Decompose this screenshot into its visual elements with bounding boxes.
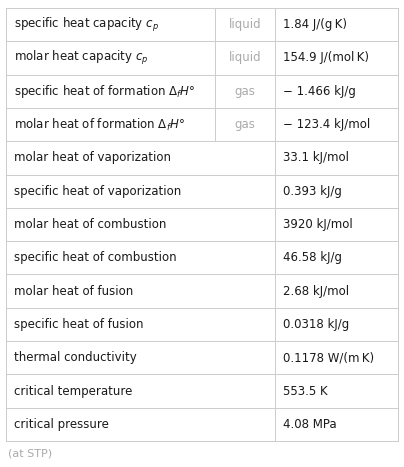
Text: 0.1178 W/(m K): 0.1178 W/(m K) [283, 351, 374, 364]
Text: 2.68 kJ/mol: 2.68 kJ/mol [283, 284, 349, 297]
Text: liquid: liquid [229, 51, 261, 64]
Text: molar heat capacity $c_p$: molar heat capacity $c_p$ [14, 49, 149, 67]
Text: critical pressure: critical pressure [14, 418, 109, 431]
Text: 0.0318 kJ/g: 0.0318 kJ/g [283, 318, 349, 331]
Text: molar heat of combustion: molar heat of combustion [14, 218, 166, 231]
Text: 4.08 MPa: 4.08 MPa [283, 418, 337, 431]
Text: 3920 kJ/mol: 3920 kJ/mol [283, 218, 353, 231]
Text: critical temperature: critical temperature [14, 384, 133, 397]
Text: gas: gas [235, 118, 255, 131]
Text: thermal conductivity: thermal conductivity [14, 351, 137, 364]
Text: 46.58 kJ/g: 46.58 kJ/g [283, 251, 342, 264]
Text: gas: gas [235, 85, 255, 98]
Text: molar heat of fusion: molar heat of fusion [14, 284, 133, 297]
Text: liquid: liquid [229, 18, 261, 31]
Text: specific heat of formation $\Delta_f H°$: specific heat of formation $\Delta_f H°$ [14, 83, 196, 100]
Text: − 1.466 kJ/g: − 1.466 kJ/g [283, 85, 356, 98]
Text: 154.9 J/(mol K): 154.9 J/(mol K) [283, 51, 369, 64]
Text: 1.84 J/(g K): 1.84 J/(g K) [283, 18, 347, 31]
Text: specific heat of fusion: specific heat of fusion [14, 318, 143, 331]
Text: molar heat of vaporization: molar heat of vaporization [14, 151, 171, 164]
Text: 553.5 K: 553.5 K [283, 384, 328, 397]
Text: 33.1 kJ/mol: 33.1 kJ/mol [283, 151, 349, 164]
Text: specific heat of combustion: specific heat of combustion [14, 251, 177, 264]
Text: specific heat of vaporization: specific heat of vaporization [14, 184, 181, 198]
Text: molar heat of formation $\Delta_f H°$: molar heat of formation $\Delta_f H°$ [14, 117, 185, 133]
Text: − 123.4 kJ/mol: − 123.4 kJ/mol [283, 118, 370, 131]
Text: 0.393 kJ/g: 0.393 kJ/g [283, 184, 342, 198]
Text: (at STP): (at STP) [8, 448, 52, 458]
Text: specific heat capacity $c_p$: specific heat capacity $c_p$ [14, 16, 159, 34]
